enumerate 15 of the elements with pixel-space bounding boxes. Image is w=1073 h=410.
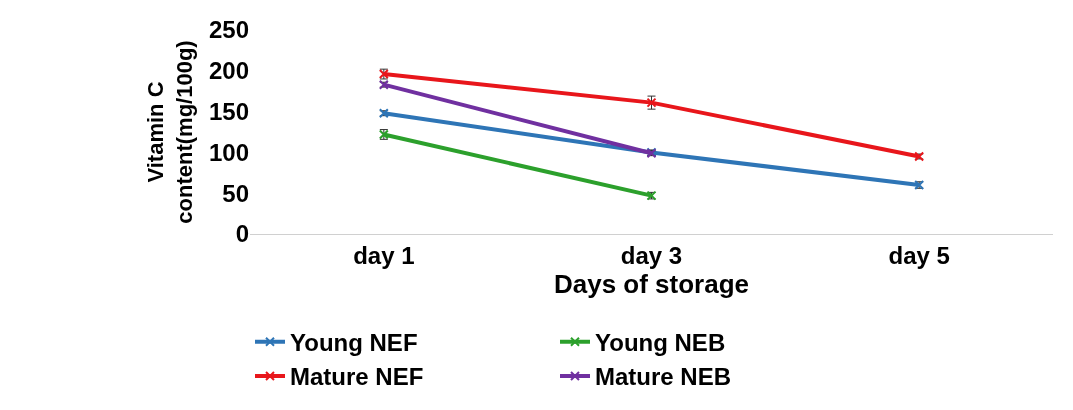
x-axis-title: Days of storage [553,268,750,299]
legend-label: Mature NEF [290,363,424,391]
y-tick-label: 150 [208,98,249,125]
y-tick-label: 0 [235,220,249,248]
legend-label: Young NEF [290,329,418,357]
x-tick-label: day 3 [620,241,683,269]
legend-label: Mature NEB [595,363,732,391]
y-tick-label: 250 [208,16,249,44]
y-tick-label: 200 [208,57,249,85]
x-tick-label: day 1 [353,241,415,269]
legend-label: Young NEB [595,329,726,357]
x-tick-label: day 5 [888,241,950,269]
y-tick-label: 50 [222,179,249,207]
y-tick-label: 100 [208,138,249,166]
y-axis-title: Vitamin C content(mg/100g) [143,40,197,224]
